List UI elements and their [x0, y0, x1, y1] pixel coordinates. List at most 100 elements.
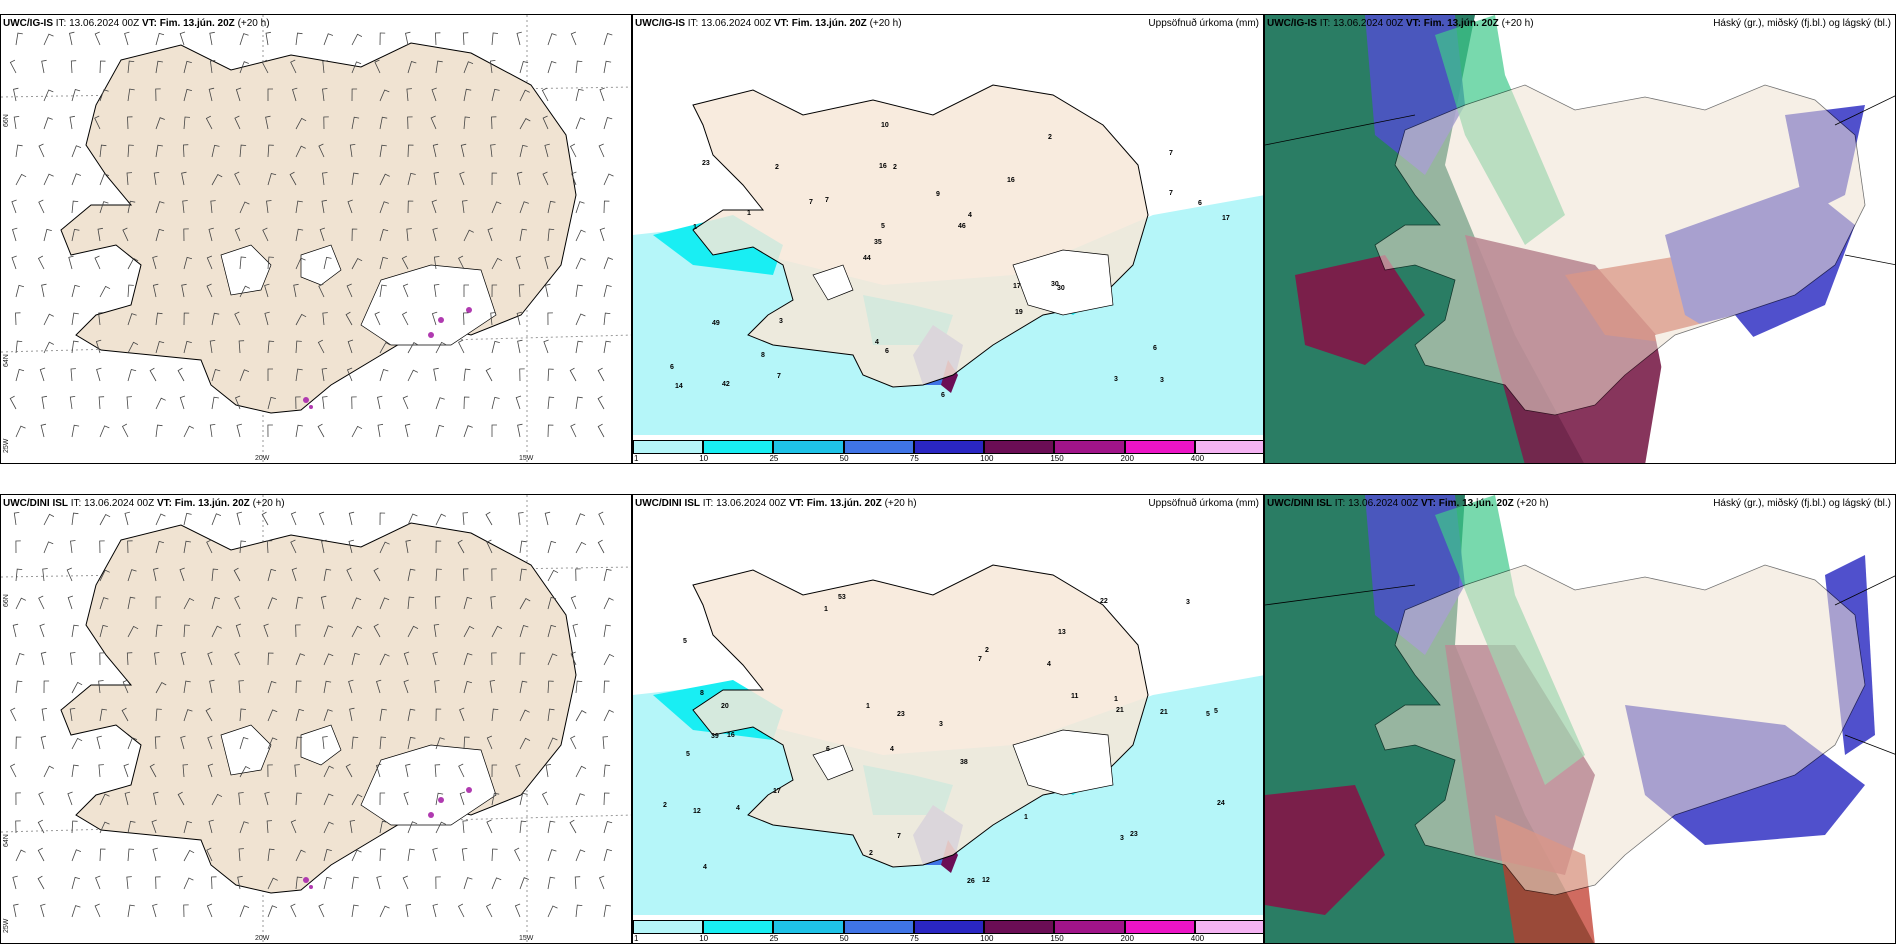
wind-barb [98, 396, 105, 410]
wind-barb [407, 144, 414, 158]
wind-barb [433, 284, 440, 298]
wind-barb [519, 61, 529, 74]
wind-barb [211, 312, 220, 326]
wind-barb [121, 707, 129, 722]
wind-barb [518, 512, 524, 526]
wind-barb [547, 737, 558, 750]
wind-barb [267, 88, 273, 101]
precip-value-label: 1 [693, 224, 697, 231]
wind-barb [66, 567, 73, 582]
wind-barb [211, 793, 223, 806]
wind-barb [155, 596, 161, 609]
wind-barb [462, 32, 469, 46]
wind-barb [124, 791, 131, 806]
wind-barb [295, 200, 303, 214]
wind-barb [432, 903, 439, 918]
wind-barb [463, 284, 469, 297]
wind-barb [121, 423, 129, 438]
legend-swatch [913, 440, 985, 454]
wind-barb [99, 425, 110, 438]
lat-label-25w: 25W [3, 918, 10, 933]
wind-barb [97, 227, 103, 242]
wind-barb [435, 708, 442, 722]
wind-barb [346, 567, 353, 582]
lon-label-20w: 20W [255, 455, 270, 462]
wind-barb [351, 904, 359, 918]
wind-barb [127, 60, 135, 74]
wind-barb [15, 340, 23, 354]
wind-barb [211, 513, 222, 526]
legend-tick: 25 [769, 454, 779, 463]
legend-swatch [1054, 920, 1125, 934]
wind-barb [71, 228, 80, 242]
wind-barb [15, 368, 25, 382]
wind-barb [239, 765, 251, 778]
wind-barb [374, 311, 381, 326]
wind-barb [407, 200, 414, 214]
wind-barb [346, 283, 353, 298]
wind-barb [432, 227, 438, 242]
wind-barb [349, 144, 356, 158]
precip-value-label: 30 [1057, 285, 1065, 292]
precip-value-label: 19 [1015, 309, 1023, 316]
wind-barb [547, 849, 557, 862]
wind-barb [266, 200, 272, 214]
wind-barb [267, 848, 275, 862]
wind-barb [239, 256, 247, 270]
wind-barb [603, 60, 612, 74]
wind-barb [98, 680, 104, 694]
wind-barb [351, 257, 363, 270]
wind-barb [71, 200, 79, 214]
wind-barb [379, 229, 389, 242]
precip-value-label: 7 [1169, 190, 1173, 197]
wind-barb [491, 848, 498, 862]
cloud-map-dini [1265, 495, 1895, 943]
wind-barb [603, 680, 610, 694]
wind-barb [403, 679, 409, 694]
wind-barb [463, 88, 472, 102]
wind-barb [266, 820, 273, 834]
precip-value-label: 6 [941, 392, 945, 399]
wind-barb [151, 819, 157, 834]
cloud-title: Háský (gr.), miðský (fj.bl.) og lágský (… [1713, 18, 1891, 29]
wind-barb [95, 339, 102, 354]
wind-barb [211, 144, 220, 158]
wind-barb [290, 59, 297, 74]
wind-barb [463, 368, 471, 382]
wind-barb [603, 173, 614, 186]
wind-barb [155, 513, 166, 526]
precip-value-label: 3 [1114, 376, 1118, 383]
wind-barb [547, 200, 556, 214]
wind-barb [379, 708, 387, 722]
wind-barb [603, 597, 614, 610]
wind-barb [575, 201, 585, 214]
panel-header: UWC/DINI ISL IT: 13.06.2024 00Z VT: Fim.… [1267, 498, 1549, 509]
wind-barb [239, 144, 247, 158]
wind-barb [351, 425, 363, 438]
wind-barb [290, 903, 297, 918]
wind-barb [322, 396, 328, 410]
wind-barb [348, 679, 354, 694]
precip-value-label: 20 [721, 703, 729, 710]
wind-barb [402, 283, 409, 298]
lat-label-66: 66N [3, 594, 10, 607]
wind-barb [96, 735, 102, 750]
wind-barb [547, 680, 554, 694]
wind-barb [126, 396, 132, 410]
wind-barb [37, 847, 45, 862]
wind-barb [236, 423, 243, 438]
wind-barb [598, 511, 605, 526]
wind-barb [374, 59, 381, 74]
wind-barb [603, 117, 613, 130]
wind-barb [98, 312, 104, 326]
wind-barb [318, 903, 325, 918]
legend-tick: 1 [634, 454, 639, 463]
wind-barb [183, 680, 191, 694]
legend-tick: 75 [909, 934, 919, 943]
wind-barb [519, 144, 528, 158]
precip-value-label: 7 [825, 197, 829, 204]
wind-barb [547, 540, 557, 554]
wind-barb [570, 31, 577, 46]
wind-barb [320, 595, 327, 610]
wind-barb [15, 736, 22, 750]
